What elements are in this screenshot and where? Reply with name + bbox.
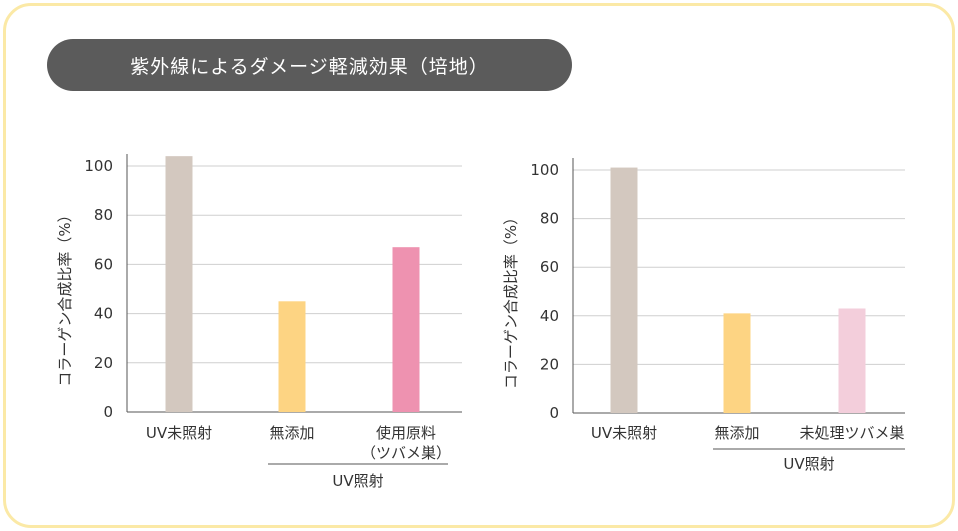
category-label: UV未照射 bbox=[591, 424, 657, 442]
y-tick-label: 100 bbox=[84, 157, 113, 175]
y-tick-label: 60 bbox=[94, 255, 113, 273]
group-label: UV照射 bbox=[783, 455, 834, 473]
group-label: UV照射 bbox=[332, 472, 383, 490]
title-banner: 紫外線によるダメージ軽減効果（培地） bbox=[47, 39, 572, 91]
category-label: 無添加 bbox=[269, 424, 314, 442]
y-tick-label: 60 bbox=[540, 258, 559, 276]
y-tick-label: 20 bbox=[540, 355, 559, 373]
bar bbox=[278, 301, 306, 412]
bar bbox=[723, 313, 751, 413]
y-tick-label: 20 bbox=[94, 354, 113, 372]
bar bbox=[838, 308, 866, 413]
category-label: （ツバメ巣） bbox=[361, 444, 451, 462]
y-tick-label: 40 bbox=[94, 305, 113, 323]
y-tick-label: 40 bbox=[540, 307, 559, 325]
y-axis-label: コラーゲン合成比率（%） bbox=[502, 210, 520, 389]
bar bbox=[610, 167, 638, 413]
y-tick-label: 80 bbox=[94, 206, 113, 224]
bar bbox=[392, 247, 420, 412]
bar bbox=[165, 156, 193, 412]
y-tick-label: 100 bbox=[530, 161, 559, 179]
category-label: 無添加 bbox=[714, 424, 759, 442]
y-axis-label: コラーゲン合成比率（%） bbox=[56, 207, 74, 386]
category-label: 未処理ツバメ巣 bbox=[799, 424, 904, 442]
y-tick-label: 0 bbox=[549, 404, 559, 422]
chart-title: 紫外線によるダメージ軽減効果（培地） bbox=[130, 55, 489, 78]
y-tick-label: 0 bbox=[103, 403, 113, 421]
y-tick-label: 80 bbox=[540, 210, 559, 228]
category-label: 使用原料 bbox=[376, 424, 436, 442]
category-label: UV未照射 bbox=[146, 424, 212, 442]
